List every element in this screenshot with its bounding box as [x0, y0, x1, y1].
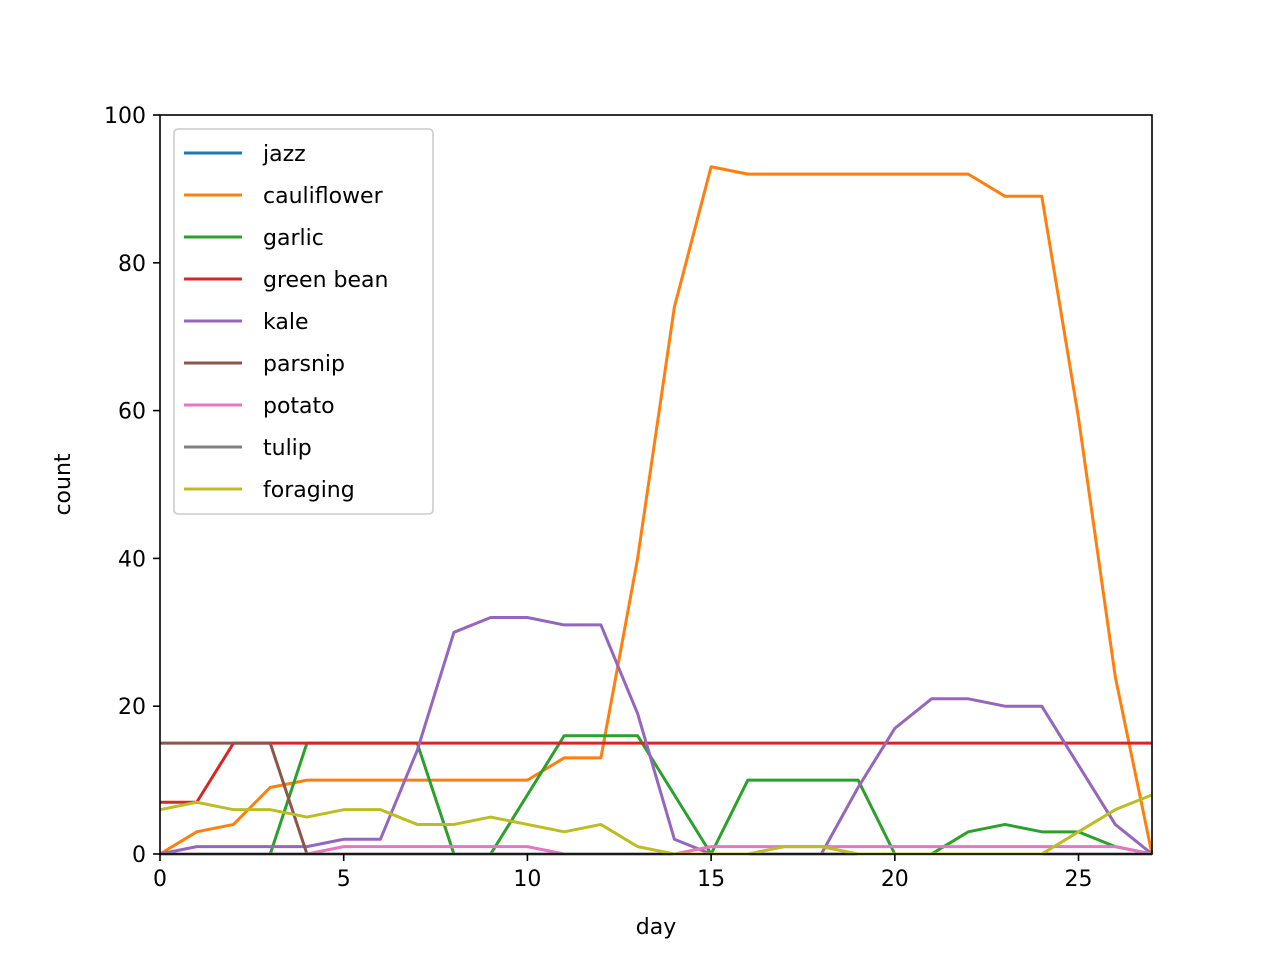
legend-label: foraging	[263, 478, 355, 503]
legend-box	[173, 128, 434, 515]
x-axis-label: day	[636, 915, 676, 940]
legend-label: potato	[263, 394, 335, 419]
legend: jazz cauliflower garlic green bean kale parsn…	[173, 128, 434, 515]
plot-frame	[159, 114, 1153, 855]
series-line-kale	[159, 616, 1153, 856]
legend-label: parsnip	[263, 352, 345, 377]
y-tick-label: 100	[104, 104, 146, 129]
x-tick-label: 15	[697, 867, 725, 892]
x-tick-label: 0	[153, 867, 167, 892]
y-tick-label: 60	[118, 400, 146, 425]
y-axis-label: count	[51, 453, 76, 515]
axes: 0 5 10 15 20 25 0 20 40 60 80 100	[104, 104, 1093, 892]
x-tick-label: 25	[1065, 867, 1093, 892]
series-line-cauliflower	[159, 165, 1154, 856]
legend-label: jazz	[262, 142, 306, 167]
legend-label: tulip	[263, 436, 312, 461]
legend-label: kale	[263, 310, 308, 335]
y-tick-label: 40	[118, 547, 146, 572]
legend-label: garlic	[263, 226, 324, 251]
x-tick-label: 5	[337, 867, 351, 892]
legend-label: cauliflower	[263, 184, 384, 209]
y-tick-label: 20	[118, 695, 146, 720]
x-tick-label: 20	[881, 867, 909, 892]
legend-label: green bean	[263, 268, 388, 293]
x-tick-label: 10	[513, 867, 541, 892]
series-line-green-bean	[160, 741, 1152, 804]
y-tick-label: 80	[118, 252, 146, 277]
y-tick-label: 0	[132, 843, 146, 868]
